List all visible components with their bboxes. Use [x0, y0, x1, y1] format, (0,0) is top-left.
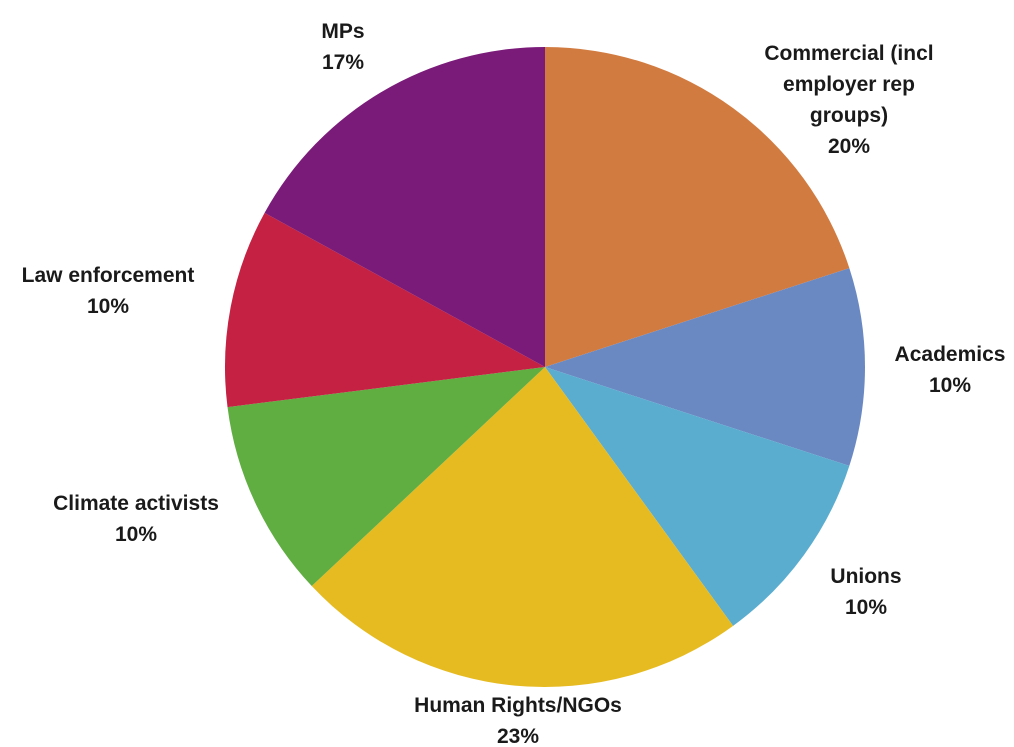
- slice-name: Human Rights/NGOs: [414, 694, 622, 717]
- slice-label-1: Academics 10%: [895, 343, 1006, 397]
- pie-labels: Commercial (incl employer rep groups) 20% Ac…: [22, 20, 1006, 747]
- slice-label-3: Human Rights/NGOs 23%: [414, 694, 622, 747]
- slice-percent: 10%: [115, 523, 157, 546]
- slice-label-2: Unions 10%: [830, 565, 901, 619]
- slice-label-4: Climate activists 10%: [53, 492, 219, 546]
- pie-slice-3: [311, 367, 734, 688]
- slice-name: groups): [810, 104, 888, 127]
- slice-percent: 20%: [828, 135, 870, 158]
- pie-slice-4: [227, 367, 545, 587]
- slice-label-5: Law enforcement 10%: [22, 264, 195, 318]
- slice-percent: 10%: [929, 374, 971, 397]
- slice-name: Climate activists: [53, 492, 219, 515]
- slice-percent: 10%: [845, 596, 887, 619]
- slice-name: Academics: [895, 343, 1006, 366]
- slice-label-6: MPs 17%: [321, 20, 364, 74]
- slice-name: MPs: [321, 20, 364, 43]
- slice-percent: 10%: [87, 295, 129, 318]
- pie-slice-6: [264, 47, 545, 367]
- slice-label-0: Commercial (incl employer rep groups) 20%: [764, 42, 933, 158]
- pie-slice-1: [545, 268, 866, 466]
- pie-slice-2: [545, 367, 850, 626]
- pie-slices: [224, 47, 866, 688]
- slice-name: employer rep: [783, 73, 915, 96]
- slice-name: Unions: [830, 565, 901, 588]
- slice-percent: 23%: [497, 725, 539, 747]
- pie-slice-0: [545, 47, 850, 367]
- slice-percent: 17%: [322, 51, 364, 74]
- slice-name: Commercial (incl: [764, 42, 933, 65]
- pie-slice-5: [224, 212, 545, 408]
- slice-name: Law enforcement: [22, 264, 195, 287]
